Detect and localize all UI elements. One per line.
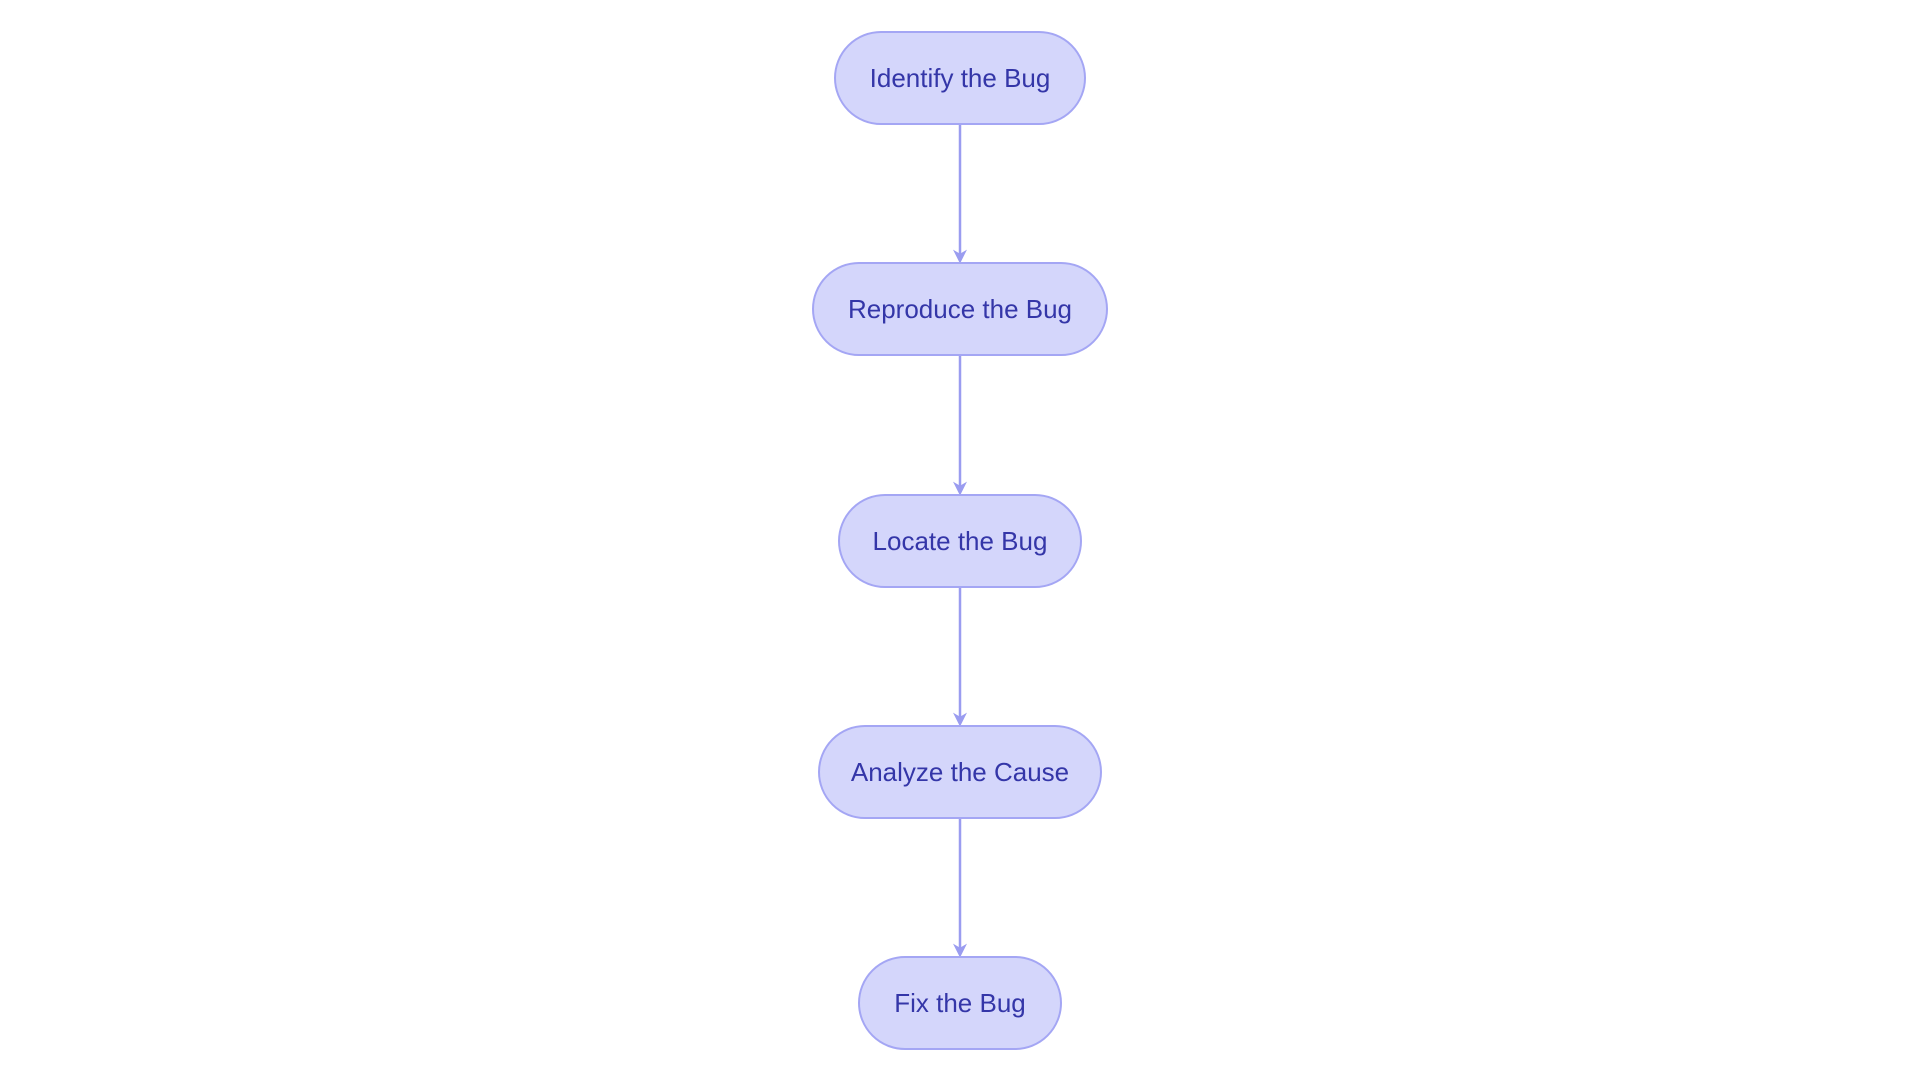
flowchart-node: Analyze the Cause <box>818 725 1102 819</box>
flowchart-node-label: Locate the Bug <box>873 526 1048 557</box>
flowchart-node: Fix the Bug <box>858 956 1062 1050</box>
flowchart-canvas: Identify the Bug Reproduce the Bug Locate … <box>0 0 1920 1080</box>
flowchart-node-label: Identify the Bug <box>870 63 1051 94</box>
flowchart-node: Locate the Bug <box>838 494 1082 588</box>
flowchart-node-label: Analyze the Cause <box>851 757 1069 788</box>
flowchart-node-label: Fix the Bug <box>894 988 1026 1019</box>
flowchart-node: Reproduce the Bug <box>812 262 1108 356</box>
flowchart-node-label: Reproduce the Bug <box>848 294 1072 325</box>
flowchart-node: Identify the Bug <box>834 31 1086 125</box>
